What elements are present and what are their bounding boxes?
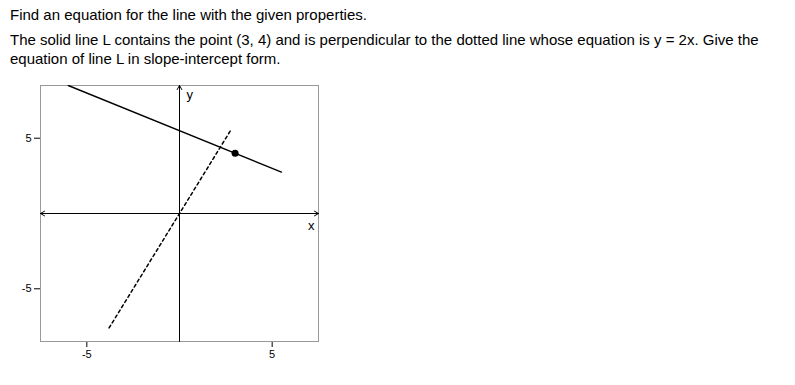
html-text:Find an equation for the line: Find an equation for the line with the g… bbox=[10, 6, 367, 23]
svg-text:-5: -5 bbox=[22, 282, 32, 294]
svg-text:5: 5 bbox=[25, 131, 31, 143]
svg-text:x: x bbox=[308, 217, 315, 232]
svg-text:y: y bbox=[187, 86, 194, 101]
svg-text:-5: -5 bbox=[82, 348, 92, 360]
svg-text:5: 5 bbox=[269, 348, 275, 360]
html-text:The solid line L contains the: The solid line L contains the point (3, … bbox=[10, 31, 759, 67]
